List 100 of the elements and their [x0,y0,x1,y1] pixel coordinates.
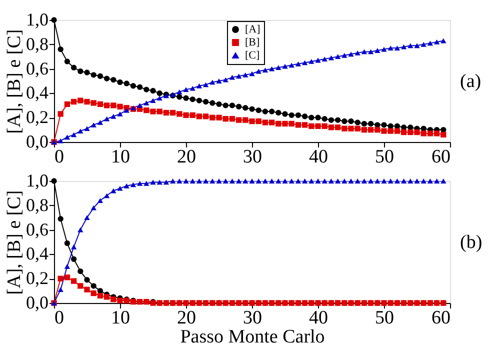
point [361,49,368,54]
point [136,84,143,90]
point [302,178,308,184]
y-axis-title: [A], [B] e [C] [4,190,25,295]
point [334,124,341,130]
point [414,178,420,184]
point [70,64,77,70]
point [84,98,90,105]
point [388,178,394,184]
point [176,90,182,94]
point [150,88,156,94]
point [110,114,116,119]
point [229,178,236,184]
point [90,72,96,78]
point [104,116,110,122]
y-tick-label: 0,8 [26,194,48,215]
point [249,118,255,124]
point [150,98,156,103]
point [64,134,70,140]
point [440,178,446,184]
point [315,123,321,129]
point [222,116,228,122]
point [78,283,84,289]
point [176,94,182,100]
point [342,118,348,124]
text: (a) [460,71,482,92]
point [156,96,162,101]
point [368,178,374,184]
point [256,68,262,74]
point [276,65,282,70]
point [170,178,176,184]
point [322,56,328,62]
point [328,178,334,184]
point [236,74,242,79]
point [268,66,275,72]
point [110,188,116,194]
point [427,178,434,184]
point [381,122,387,128]
point [374,126,380,133]
x-tick-label: 40 [309,308,328,328]
point [394,128,400,134]
point [242,72,248,78]
point [440,132,446,138]
point [190,178,196,184]
point [334,54,341,60]
point [288,120,294,127]
y-tick-label: 0,2 [26,107,48,128]
point [420,42,426,47]
point [117,298,123,304]
point [117,111,123,116]
x-tick-label: 30 [243,146,262,168]
point [342,178,348,184]
point [276,110,282,116]
y-tick-label: 0,4 [26,82,48,103]
y-tick-label: 0,6 [26,58,48,78]
point [394,46,400,51]
point [288,62,294,68]
point [268,108,275,114]
point [64,264,70,269]
point [256,118,262,124]
point [222,178,228,184]
point [302,114,308,120]
point [354,120,360,126]
point [282,178,288,184]
point [78,227,84,232]
point [210,114,216,120]
point [84,126,90,132]
point [256,107,262,114]
y-tick-label: 0,2 [26,268,48,288]
point [58,276,64,282]
point [58,46,64,52]
point [354,178,360,184]
point [64,240,70,246]
point [268,120,275,126]
point [408,178,414,184]
point [196,178,202,184]
point [84,215,90,220]
point [236,178,242,184]
y-axis-title: [A], [B] e [C] [4,29,25,134]
point [434,40,440,44]
point [308,114,314,120]
point [302,60,308,66]
point [315,114,321,120]
point [222,102,228,108]
legend-label: [A] [245,24,260,36]
point [322,123,328,129]
point [58,287,64,292]
point [400,44,407,50]
point [216,114,222,120]
point [249,71,255,76]
point [348,52,354,57]
point [315,178,321,184]
point [117,79,123,86]
y-tick-label: 0,8 [26,34,48,54]
point [229,102,236,108]
point [295,122,302,128]
point [249,178,255,184]
point [190,96,196,102]
x-tick-label: 40 [309,146,328,168]
point [268,178,275,184]
